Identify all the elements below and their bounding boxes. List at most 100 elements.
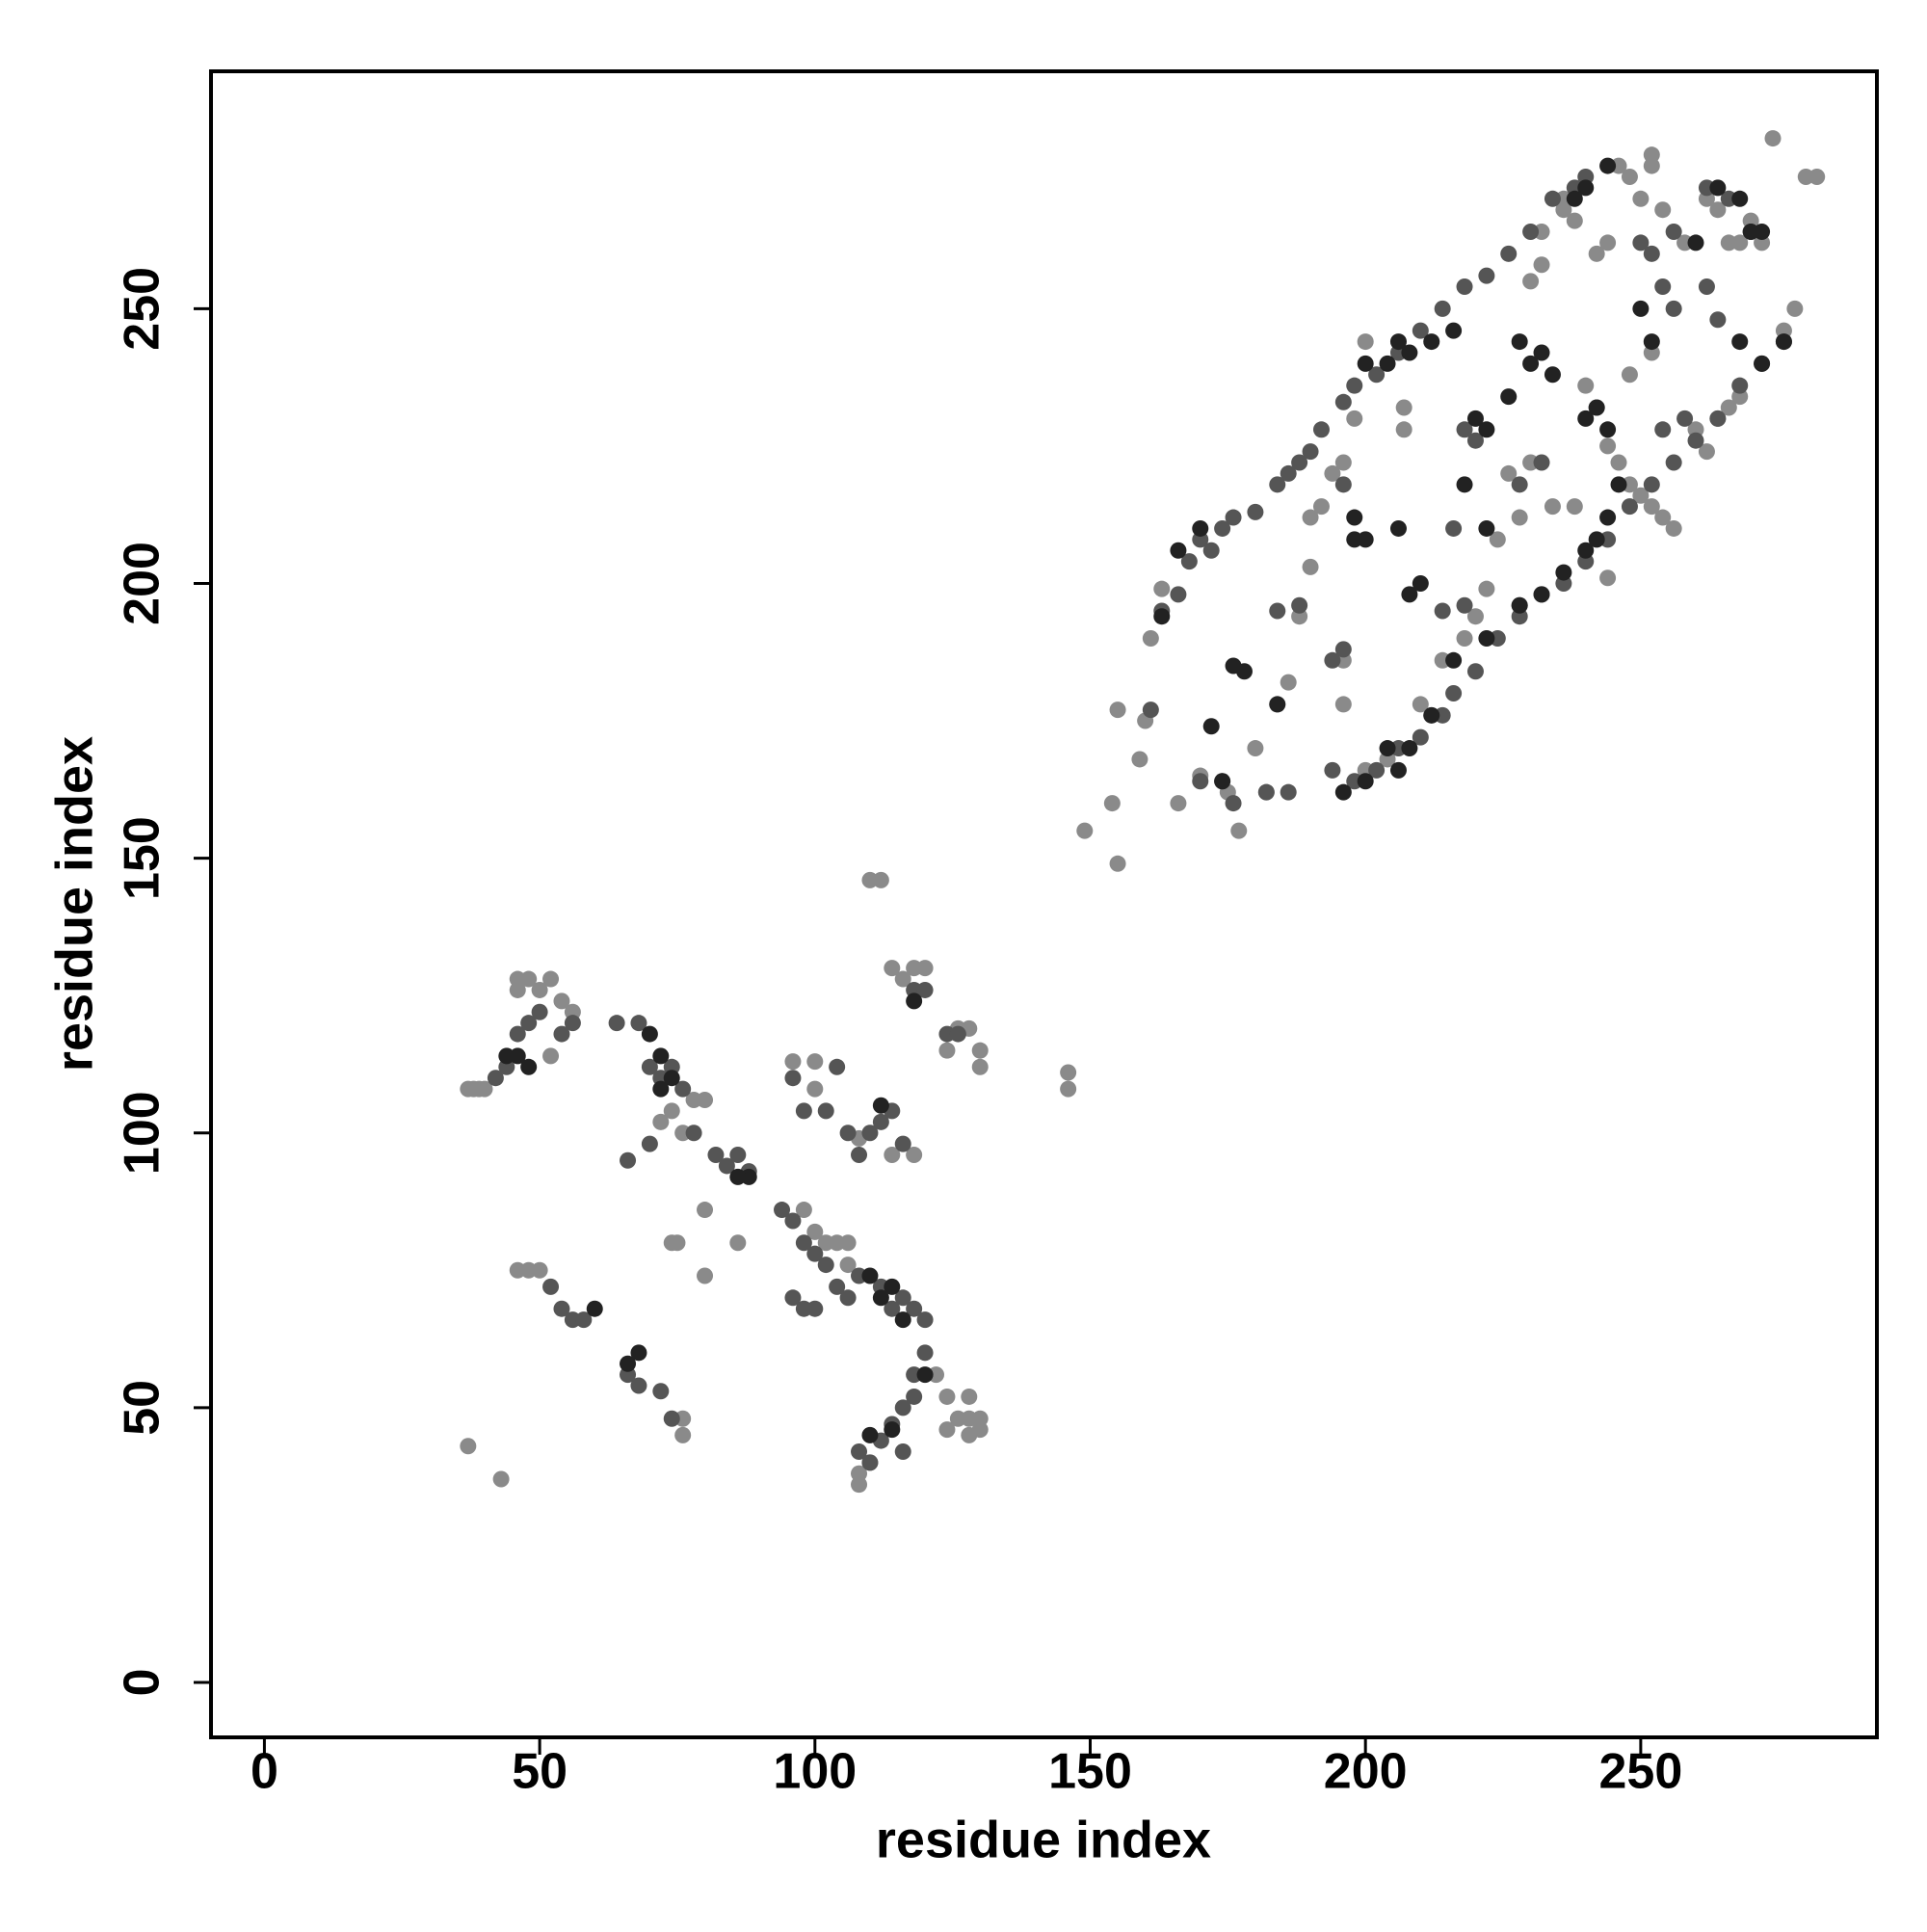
- point: [1445, 685, 1463, 702]
- point: [1389, 519, 1407, 537]
- point: [669, 1234, 686, 1252]
- x-tick-label: 50: [512, 1744, 568, 1800]
- point: [916, 981, 934, 998]
- point: [1230, 822, 1248, 839]
- point: [1269, 696, 1286, 713]
- point: [1522, 273, 1540, 290]
- point: [1754, 224, 1771, 241]
- point: [1709, 201, 1727, 219]
- point: [1632, 300, 1650, 317]
- point: [1334, 783, 1352, 801]
- point: [1312, 421, 1330, 438]
- point: [542, 1047, 560, 1065]
- point: [1324, 761, 1341, 779]
- point: [861, 1125, 879, 1142]
- point: [542, 970, 560, 988]
- point: [718, 1157, 735, 1175]
- point: [1269, 476, 1286, 493]
- point: [520, 970, 538, 988]
- point: [1280, 783, 1297, 801]
- point: [1302, 509, 1319, 526]
- point: [1401, 586, 1418, 603]
- point: [1599, 234, 1617, 251]
- point: [1357, 333, 1374, 351]
- y-tick-label: 50: [115, 1380, 171, 1436]
- point: [1522, 224, 1540, 241]
- point: [630, 1344, 647, 1362]
- point: [1599, 509, 1617, 526]
- point: [784, 1212, 802, 1230]
- point: [1632, 190, 1650, 207]
- point: [1357, 773, 1374, 790]
- point: [1445, 322, 1463, 339]
- point: [1466, 410, 1484, 427]
- point: [564, 1015, 581, 1032]
- point: [1142, 701, 1159, 719]
- point: [1599, 157, 1617, 174]
- point: [1214, 519, 1231, 537]
- point: [1257, 783, 1275, 801]
- point: [872, 871, 889, 888]
- point: [1357, 531, 1374, 548]
- point: [1412, 574, 1429, 592]
- point: [509, 1025, 526, 1043]
- point: [1754, 355, 1771, 372]
- point: [1142, 629, 1159, 647]
- point: [1170, 795, 1187, 812]
- point: [1643, 333, 1660, 351]
- point: [806, 1080, 824, 1098]
- point: [1334, 393, 1352, 410]
- point: [586, 1300, 603, 1317]
- point: [795, 1102, 812, 1120]
- point: [1466, 432, 1484, 449]
- point: [1324, 651, 1341, 669]
- point: [817, 1257, 834, 1274]
- point: [1665, 224, 1682, 241]
- point: [1599, 569, 1617, 587]
- point: [520, 1058, 538, 1075]
- point: [1109, 701, 1126, 719]
- point: [938, 1042, 956, 1059]
- point: [1533, 256, 1550, 274]
- x-tick-label: 200: [1324, 1744, 1408, 1800]
- point: [1401, 344, 1418, 361]
- point: [1466, 663, 1484, 680]
- y-tick-label: 150: [115, 816, 171, 900]
- point: [1544, 366, 1561, 384]
- point: [851, 1442, 868, 1460]
- point: [729, 1168, 747, 1185]
- point: [861, 1426, 879, 1443]
- point: [1269, 602, 1286, 620]
- point: [1632, 234, 1650, 251]
- point: [531, 981, 548, 998]
- point: [971, 1042, 989, 1059]
- point: [1379, 355, 1396, 372]
- y-tick-label: 250: [115, 267, 171, 351]
- point: [1643, 157, 1660, 174]
- point: [1478, 629, 1495, 647]
- point: [894, 1311, 911, 1329]
- point: [1389, 761, 1407, 779]
- point: [1764, 130, 1782, 147]
- point: [608, 1015, 625, 1032]
- point: [1368, 366, 1386, 384]
- point: [1643, 498, 1660, 516]
- point: [1676, 410, 1694, 427]
- point: [872, 1289, 889, 1307]
- point: [1423, 706, 1440, 724]
- point: [1588, 399, 1605, 416]
- point: [1291, 454, 1308, 471]
- point: [1456, 278, 1473, 296]
- point: [697, 1267, 714, 1284]
- point: [652, 1080, 670, 1098]
- point: [1654, 278, 1672, 296]
- point: [553, 992, 570, 1010]
- point: [663, 1102, 680, 1120]
- point: [784, 1289, 802, 1307]
- point: [1500, 388, 1518, 406]
- point: [894, 1442, 911, 1460]
- x-tick-label: 0: [251, 1744, 278, 1800]
- point: [1731, 234, 1749, 251]
- point: [1412, 322, 1429, 339]
- point: [1555, 564, 1572, 581]
